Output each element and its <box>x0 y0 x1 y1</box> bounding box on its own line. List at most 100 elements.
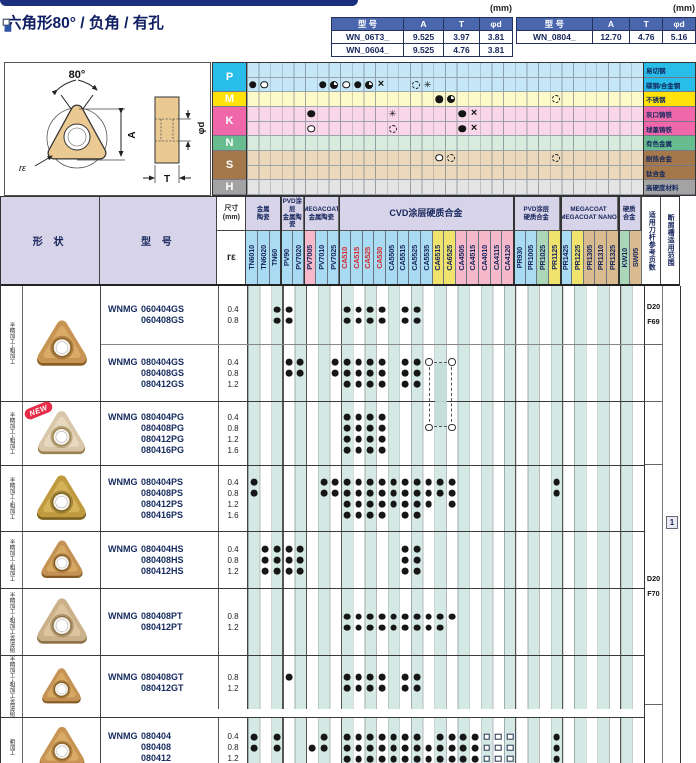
material-symbol-x: × <box>377 77 385 90</box>
chipbreaker-range-badge: 1 <box>666 516 678 529</box>
availability-line <box>248 357 644 368</box>
availability-dot <box>250 733 258 741</box>
model-blocks: WNMG 080408GT 080412GT 0.8 1.2 <box>101 656 644 717</box>
availability-dot <box>401 369 409 377</box>
corner-radius-value: 1.6 <box>227 510 239 520</box>
availability-dot <box>331 489 339 497</box>
dot-stack <box>248 466 644 531</box>
model-line: WNMG 080404 <box>108 731 172 742</box>
corner-radius-cell: 0.8 1.2 <box>219 589 248 655</box>
dim-cell: 5.16 <box>662 30 696 44</box>
material-class-label: N <box>213 136 246 151</box>
material-symbol-dot <box>249 80 257 89</box>
availability-dot <box>378 673 386 681</box>
availability-dot <box>273 317 281 324</box>
group-separator <box>515 286 517 344</box>
availability-dot <box>343 613 351 620</box>
grade-column-header: CA530 <box>374 231 386 284</box>
dim-cell: 12.70 <box>591 30 631 44</box>
page-column-divider <box>645 704 662 705</box>
availability-dot <box>448 489 456 497</box>
group-separator <box>561 402 564 465</box>
corner-radius-value: 1.2 <box>227 623 239 632</box>
availability-dot <box>448 500 456 508</box>
group-separator <box>513 197 515 284</box>
grade-column-header: PR1025 <box>537 231 549 284</box>
insert-photo <box>37 475 86 520</box>
availability-dot <box>366 744 374 752</box>
availability-dot <box>378 446 386 454</box>
material-grid-row: × ✳ <box>247 77 643 93</box>
availability-dot <box>413 624 421 631</box>
material-symbol-tq <box>365 80 374 89</box>
availability-dot <box>320 478 328 486</box>
material-grid-row <box>247 136 643 152</box>
material-name-label: 钛合金 <box>644 165 695 181</box>
material-symbol-circle <box>260 80 269 89</box>
grade-availability-cell <box>248 466 644 531</box>
dim-cell: WN_06T3_ <box>331 30 404 44</box>
material-symbol-x: × <box>470 121 478 134</box>
availability-dot <box>355 744 363 752</box>
material-name-label: 有色金属 <box>644 136 695 152</box>
material-symbol-dash <box>411 80 420 89</box>
availability-dot <box>401 733 409 741</box>
availability-dot <box>413 306 421 313</box>
corner-radius-value: 0.4 <box>227 477 239 487</box>
availability-dot <box>355 500 363 508</box>
availability-dot <box>390 613 397 620</box>
model-cell: WNMG 080408PT 080412PT <box>101 589 219 655</box>
dim-cell: 3.97 <box>443 30 480 44</box>
grade-column-header: PR1425 <box>560 231 573 284</box>
shape-cell <box>23 286 101 401</box>
availability-square <box>495 733 502 741</box>
availability-square <box>483 755 491 763</box>
availability-dot <box>366 317 374 324</box>
availability-line <box>248 566 644 577</box>
model-blocks: WNMG 080408PT 080412PT 0.8 1.2 <box>101 589 644 655</box>
model-cell: WNMG 080404HS 080408HS 080412HS <box>101 532 219 588</box>
availability-dot <box>471 755 479 763</box>
material-symbol-dash <box>551 153 560 162</box>
availability-line <box>248 753 644 763</box>
material-symbol-dash <box>388 124 397 133</box>
availability-dot <box>553 489 561 497</box>
toolholder-pages-header: 适用刀杆参考页数 <box>642 197 662 284</box>
availability-dot <box>425 613 432 620</box>
material-grid-row <box>247 63 643 78</box>
model-line: WNMG 080404HS <box>108 543 184 554</box>
availability-dot <box>401 380 409 388</box>
group-separator <box>561 717 564 763</box>
availability-dot <box>378 317 386 324</box>
process-label: 半精加工~粗加工 <box>1 286 23 401</box>
model-line: 080412GT <box>141 682 184 693</box>
availability-dot <box>366 624 374 631</box>
grade-column-header: PV7005 <box>304 231 317 284</box>
model-cell: WNMG 080404PG 080408PG 080412PG 080416PG <box>101 402 219 465</box>
availability-dot <box>355 413 363 421</box>
corner-radius-value: 0.4 <box>227 544 239 554</box>
corner-radius-value: 1.6 <box>227 445 239 455</box>
material-name-label: 不锈钢 <box>644 92 695 108</box>
model-line: WNMG 080408GT <box>108 671 184 682</box>
availability-dot <box>343 435 351 443</box>
dim-cell: 4.76 <box>629 30 664 44</box>
model-group: 半精加工~粗加工 NEW WNMG 080404PG 080408PG 080412PG 0… <box>1 399 644 466</box>
material-grid-row <box>247 92 643 108</box>
availability-dot <box>297 567 304 575</box>
availability-line <box>248 379 644 390</box>
availability-dot <box>273 733 281 741</box>
annotation-circle <box>425 358 433 366</box>
availability-dot <box>343 380 351 388</box>
corner-radius-value: 0.8 <box>227 368 239 378</box>
group-separator <box>561 286 564 344</box>
model-group: 半精加工~粗加工 WNMG 080404HS 080408HS 080412HS 0.4 0… <box>1 532 644 589</box>
dim-header-cell: T <box>443 17 480 31</box>
availability-dot <box>436 478 444 486</box>
availability-dot <box>413 380 421 388</box>
availability-dot <box>366 673 374 681</box>
availability-dot <box>413 673 421 681</box>
availability-dot <box>401 306 409 313</box>
material-symbol-circle <box>307 124 315 133</box>
